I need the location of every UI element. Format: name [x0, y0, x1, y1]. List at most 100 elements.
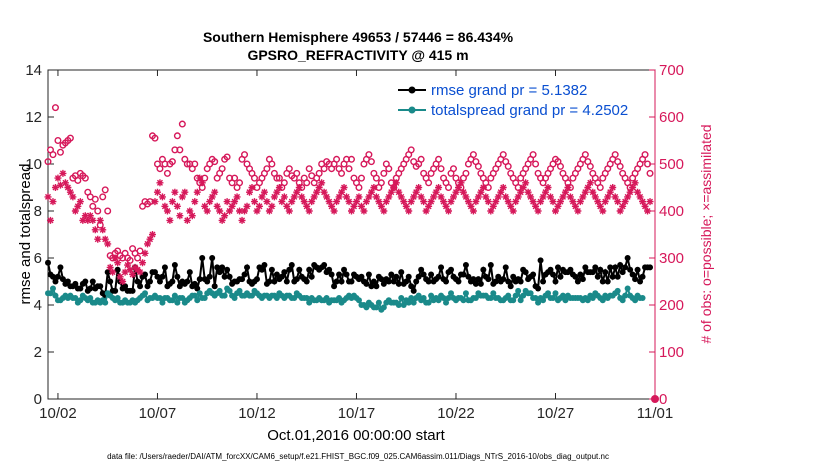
obs_assimilated-point [542, 188, 550, 196]
obs_possible-point [250, 174, 258, 182]
obs_assimilated-point [494, 193, 502, 201]
totalspread-point [490, 290, 497, 297]
obs_possible-point [81, 174, 89, 182]
obs_assimilated-point [442, 202, 450, 210]
obs_assimilated-point [171, 188, 179, 196]
obs_assimilated-point [601, 198, 609, 206]
rmse-point [214, 264, 221, 271]
obs_assimilated-point [629, 184, 637, 191]
obs_assimilated-point [457, 179, 465, 187]
rmse-point [321, 262, 328, 269]
rmse-point [577, 271, 584, 278]
rmse-point [378, 276, 385, 283]
y-tick-label-left: 10 [25, 156, 42, 173]
rmse-point [540, 278, 547, 285]
obs_assimilated-point [549, 198, 557, 206]
obs_assimilated-point [44, 193, 52, 201]
y-tick-label-left: 2 [34, 344, 42, 361]
obs_possible-point [586, 162, 594, 170]
obs_assimilated-point [79, 216, 87, 224]
obs_assimilated-point [273, 188, 281, 196]
obs_assimilated-point [119, 278, 127, 285]
y-tick-label-left: 6 [34, 250, 42, 267]
obs_assimilated-point [335, 193, 343, 201]
obs_assimilated-point [221, 212, 229, 220]
rmse-point [171, 262, 178, 269]
obs_possible-point [49, 151, 57, 159]
y-tick-label-left: 14 [25, 62, 42, 79]
rmse-point [500, 276, 507, 283]
obs_possible-point [462, 169, 470, 177]
obs_assimilated-point [243, 202, 251, 210]
obs_assimilated-point [66, 188, 74, 196]
totalspread-point [460, 297, 467, 304]
obs_assimilated-point [59, 169, 67, 177]
obs_assimilated-point [430, 193, 438, 201]
obs_assimilated-point [537, 198, 545, 206]
y-tick-label-right: 0 [659, 391, 667, 408]
rmse-point [209, 255, 216, 261]
obs_assimilated-point [46, 216, 54, 224]
obs_assimilated-point [106, 263, 114, 271]
rmse-point [266, 278, 273, 285]
obs_possible-point [236, 179, 244, 187]
obs_assimilated-point [186, 207, 194, 215]
chart-title-line2: GPSRO_REFRACTIVITY @ 415 m [247, 47, 468, 63]
rmse-point [465, 273, 472, 280]
obs_assimilated-point [365, 193, 373, 201]
obs_possible-point [176, 146, 184, 154]
obs_possible-point [581, 151, 589, 159]
rmse-point [448, 266, 455, 273]
obs_assimilated-point [275, 184, 283, 191]
obs_assimilated-point [129, 270, 137, 278]
rmse-point [495, 273, 502, 280]
obs_assimilated-point [377, 202, 385, 210]
rmse-point [487, 262, 494, 269]
obs_assimilated-point [606, 188, 614, 196]
totalspread-point [363, 304, 370, 311]
totalspread-point [487, 294, 494, 301]
rmse-point [196, 276, 203, 283]
obs_assimilated-point [420, 198, 428, 206]
obs_assimilated-point [564, 184, 572, 191]
obs_assimilated-point [566, 193, 574, 201]
obs_assimilated-point [362, 198, 370, 206]
totalspread-point [540, 297, 547, 304]
rmse-point [142, 271, 149, 278]
obs_assimilated-point [370, 184, 378, 191]
rmse-point [637, 278, 644, 285]
obs_assimilated-point [469, 207, 477, 215]
totalspread-point [420, 294, 427, 301]
obs_assimilated-point [238, 216, 246, 224]
rmse-point [268, 266, 275, 273]
obs_assimilated-point [489, 202, 497, 210]
rmse-point [348, 278, 355, 285]
rmse-point [462, 262, 469, 269]
rmse-point [293, 276, 300, 283]
obs_assimilated-point [380, 207, 388, 215]
totalspread-point [599, 297, 606, 304]
obs_possible-point [305, 165, 313, 173]
obs_assimilated-point [355, 193, 363, 201]
totalspread-point [550, 294, 557, 301]
obs_assimilated-point [258, 193, 266, 201]
obs_assimilated-point [181, 188, 189, 196]
obs_assimilated-point [231, 198, 239, 206]
totalspread-point [515, 287, 522, 294]
obs_assimilated-point [203, 207, 211, 215]
rmse-point [632, 276, 639, 283]
obs_possible-point [54, 136, 62, 144]
obs_assimilated-point [161, 202, 169, 210]
obs_assimilated-point [290, 193, 298, 201]
totalspread-point [408, 294, 415, 301]
x-tick-label: 10/07 [139, 405, 177, 422]
obs_assimilated-point [397, 193, 405, 201]
obs_assimilated-point [594, 198, 602, 206]
obs_possible-point [469, 151, 477, 159]
rmse-point [273, 271, 280, 278]
rmse-point [89, 278, 96, 285]
obs_assimilated-point [246, 188, 254, 196]
rmse-point [443, 278, 450, 285]
y-tick-label-left: 12 [25, 109, 42, 126]
